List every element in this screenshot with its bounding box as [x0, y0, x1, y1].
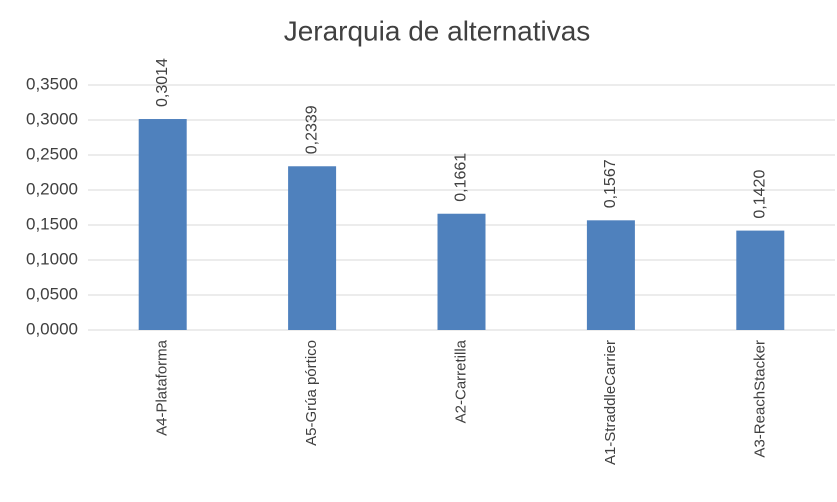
bar — [138, 119, 187, 331]
bar — [437, 213, 486, 330]
y-tick-label: 0,2000 — [26, 179, 78, 198]
bar — [288, 166, 337, 330]
y-tick-label: 0,3500 — [26, 74, 78, 93]
y-tick-label: 0,2500 — [26, 144, 78, 163]
bar — [586, 220, 635, 330]
value-label: 0,1567 — [602, 159, 619, 208]
chart-title: Jerarquia de alternativas — [284, 15, 591, 46]
x-tick-label: A4-Plataforma — [154, 339, 171, 436]
y-tick-label: 0,0500 — [26, 284, 78, 303]
y-tick-label: 0,1000 — [26, 249, 78, 268]
y-tick-label: 0,3000 — [26, 109, 78, 128]
x-tick-label: A2-Carretilla — [452, 339, 469, 423]
x-tick-label: A3-ReachStacker — [751, 340, 768, 458]
y-tick-label: 0,0000 — [26, 319, 78, 338]
bar — [736, 230, 785, 330]
x-tick-label: A5-Grúa pórtico — [303, 340, 320, 446]
value-label: 0,2339 — [303, 105, 320, 154]
value-label: 0,1661 — [453, 153, 470, 202]
value-label: 0,3014 — [154, 58, 171, 107]
value-label: 0,1420 — [752, 170, 769, 219]
x-tick-label: A1-StraddleCarrier — [602, 340, 619, 465]
y-tick-label: 0,1500 — [26, 214, 78, 233]
